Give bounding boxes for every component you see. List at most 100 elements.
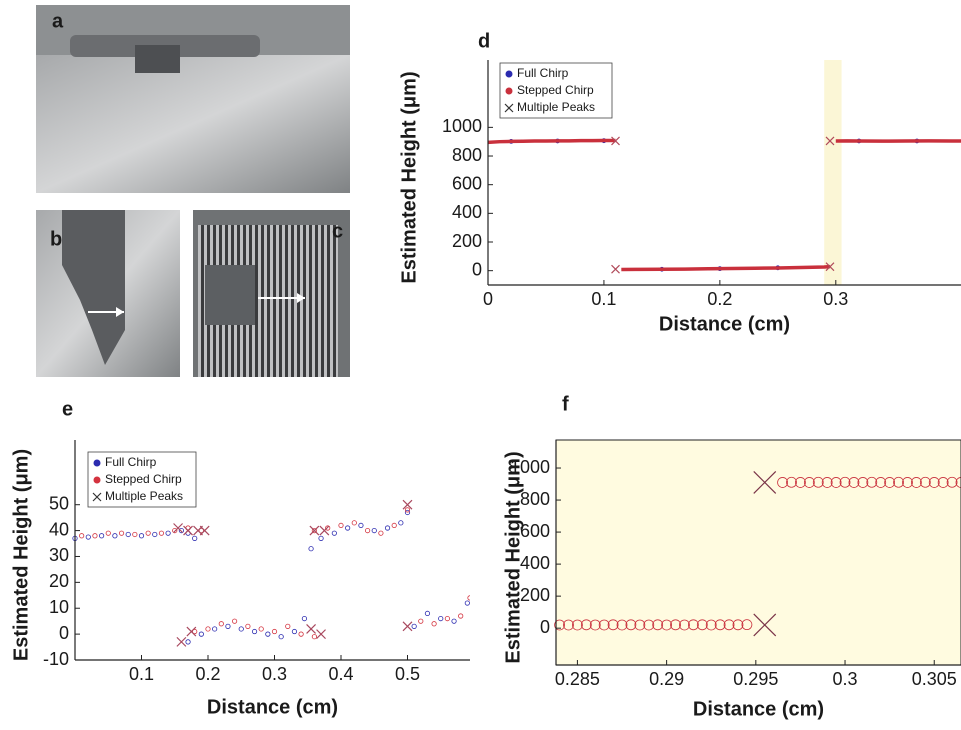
legend-marker [94, 477, 101, 484]
marker [345, 526, 349, 530]
y-tick-label: 200 [520, 585, 550, 605]
data-layer [488, 137, 961, 273]
y-tick-label: 600 [452, 173, 482, 193]
marker [302, 616, 306, 620]
marker [468, 596, 472, 600]
marker [452, 619, 456, 623]
legend-marker [506, 88, 513, 95]
marker [309, 547, 313, 551]
marker [445, 616, 449, 620]
marker [79, 534, 83, 538]
y-axis-label: Estimated Height (μm) [502, 451, 524, 663]
x-tick-label: 0.305 [912, 669, 957, 689]
photo-c [193, 210, 350, 377]
y-tick-label: 0 [59, 623, 69, 643]
marker [212, 627, 216, 631]
legend-label: Stepped Chirp [105, 472, 182, 486]
marker [206, 627, 210, 631]
marker [372, 528, 376, 532]
marker [379, 531, 383, 535]
photo-a [36, 5, 350, 193]
marker [232, 619, 236, 623]
marker [432, 622, 436, 626]
marker [86, 535, 90, 539]
marker-x [612, 265, 620, 273]
marker [226, 624, 230, 628]
marker [126, 532, 130, 536]
y-tick-label: -10 [43, 649, 69, 669]
x-axis-label: Distance (cm) [659, 313, 790, 335]
legend-marker [94, 460, 101, 467]
marker [153, 532, 157, 536]
x-tick-label: 0.3 [262, 664, 287, 684]
series-line [488, 141, 616, 143]
legend-label: Stepped Chirp [517, 83, 594, 97]
legend-label: Multiple Peaks [517, 100, 595, 114]
marker-x [307, 624, 316, 633]
highlight-band [824, 60, 841, 285]
marker [219, 622, 223, 626]
marker [266, 632, 270, 636]
marker-x [187, 627, 196, 636]
marker-x [184, 526, 193, 535]
marker [259, 627, 263, 631]
x-tick-label: 0.285 [555, 669, 600, 689]
marker [392, 523, 396, 527]
marker [192, 536, 196, 540]
y-tick-label: 200 [452, 231, 482, 251]
y-tick-label: 600 [520, 521, 550, 541]
y-tick-label: 400 [452, 202, 482, 222]
y-tick-label: 20 [49, 571, 69, 591]
y-tick-label: 50 [49, 493, 69, 513]
marker [332, 531, 336, 535]
marker-x [317, 630, 326, 639]
y-axis-label: Estimated Height (μm) [398, 71, 420, 283]
x-tick-label: 0.2 [195, 664, 220, 684]
data-layer [73, 500, 472, 646]
marker [339, 523, 343, 527]
panel-label: f [562, 393, 569, 415]
panel-label: e [62, 398, 73, 420]
y-tick-label: 30 [49, 545, 69, 565]
y-tick-label: 1000 [442, 116, 482, 136]
legend-marker [506, 71, 513, 78]
marker-x [403, 622, 412, 631]
x-tick-label: 0.295 [733, 669, 778, 689]
marker [465, 601, 469, 605]
marker [365, 528, 369, 532]
marker [252, 629, 256, 633]
marker [319, 536, 323, 540]
marker [425, 611, 429, 615]
marker [119, 531, 123, 535]
marker [359, 523, 363, 527]
marker [385, 526, 389, 530]
panel-label: c [332, 220, 343, 242]
marker [159, 531, 163, 535]
legend-label: Full Chirp [517, 66, 569, 80]
marker [146, 531, 150, 535]
y-tick-label: 10 [49, 597, 69, 617]
marker-x [200, 526, 209, 535]
marker [299, 632, 303, 636]
marker [93, 534, 97, 538]
marker [106, 531, 110, 535]
marker [286, 624, 290, 628]
legend-label: Multiple Peaks [105, 489, 183, 503]
panel-label: b [50, 228, 62, 250]
marker [139, 534, 143, 538]
marker [186, 640, 190, 644]
marker [439, 616, 443, 620]
marker [292, 629, 296, 633]
marker-x [310, 526, 319, 535]
marker [166, 531, 170, 535]
panel-label: d [478, 30, 490, 52]
marker [279, 635, 283, 639]
marker [272, 629, 276, 633]
marker [399, 521, 403, 525]
marker [419, 619, 423, 623]
x-axis-label: Distance (cm) [207, 696, 338, 718]
panel-label: a [52, 10, 64, 32]
